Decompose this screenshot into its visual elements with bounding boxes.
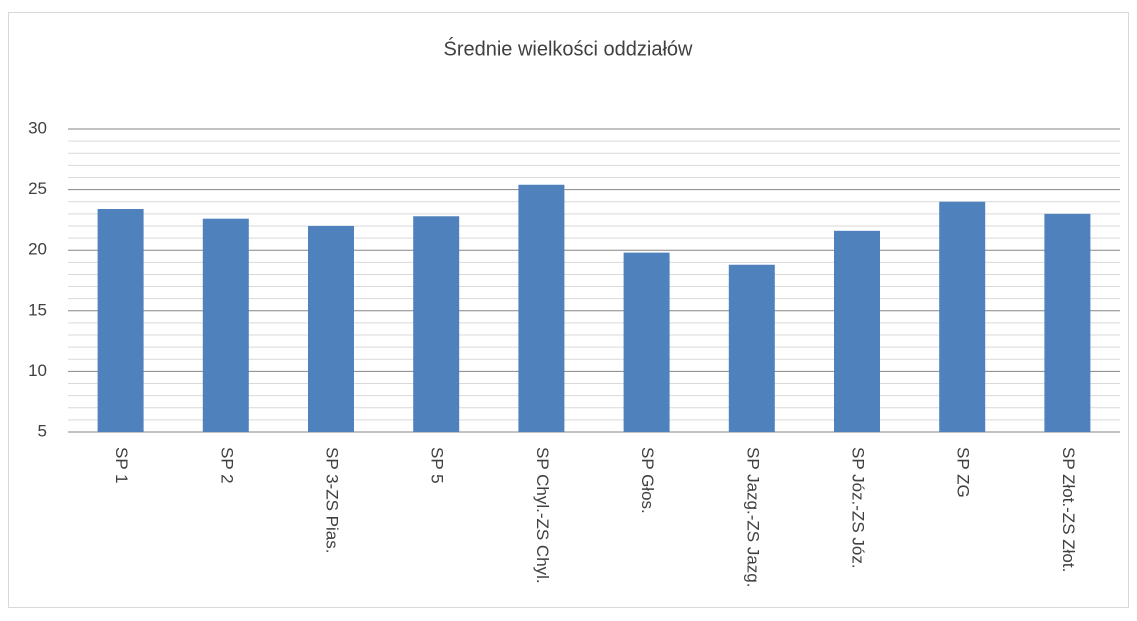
y-tick-label: 30 [28,118,47,137]
bar [834,230,880,432]
x-tick-label: SP Chyl.-ZS Chyl. [533,447,552,584]
bar [97,208,144,432]
x-tick-label: SP 2 [217,447,236,484]
bar [202,218,249,432]
chart-title: Średnie wielkości oddziałów [443,36,693,60]
bar [518,184,565,432]
x-tick-label: SP 3-ZS Pias. [323,447,342,553]
x-tick-label: SP ZG [954,447,973,498]
y-tick-label: 20 [28,240,47,259]
x-tick-label: SP Głos. [638,447,657,514]
x-tick-label: SP Złot.-ZS Złot. [1059,447,1078,572]
bar [413,216,460,432]
y-tick-label: 10 [28,361,47,380]
y-tick-label: 15 [28,300,47,319]
x-tick-label: SP 1 [112,447,131,484]
bar [728,264,775,432]
y-tick-label: 25 [28,179,47,198]
x-tick-label: SP 5 [428,447,447,484]
bar [939,201,986,432]
bar [308,225,354,432]
bar [623,252,670,432]
x-tick-label: SP Józ.-ZS Józ. [849,447,868,569]
bar [1044,213,1091,432]
y-tick-label: 5 [38,421,47,440]
x-tick-label: SP Jazg.-ZS Jazg. [743,447,762,587]
